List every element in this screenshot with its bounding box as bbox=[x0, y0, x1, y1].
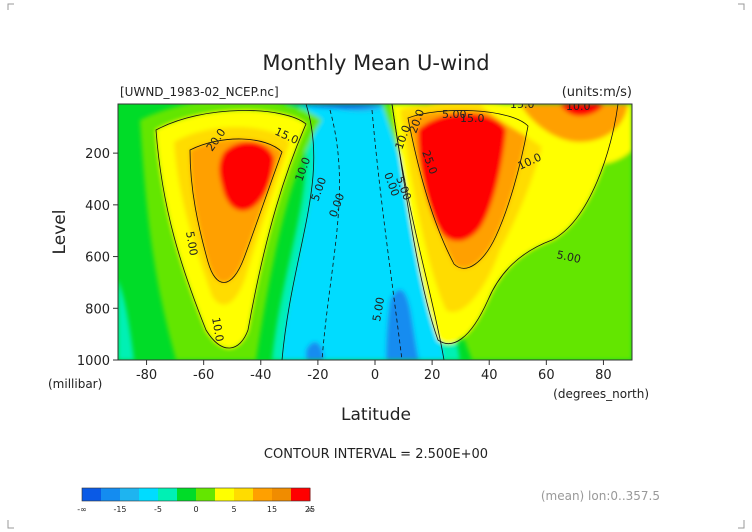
x-axis-units: (degrees_north) bbox=[553, 387, 649, 401]
contour-label: 5.00 bbox=[370, 296, 387, 322]
contour-label: 15.0 bbox=[460, 112, 485, 125]
units-label: (units:m/s) bbox=[562, 85, 632, 100]
contour-label: 10.0 bbox=[209, 316, 226, 342]
contour-line-neg-dash-a bbox=[321, 109, 340, 360]
contour-label: 5.00 bbox=[183, 230, 200, 256]
contour-line-neg-dash-b bbox=[371, 109, 403, 360]
colorbar-tick-label: -5 bbox=[154, 505, 162, 514]
x-tick-label: 80 bbox=[595, 368, 612, 383]
x-tick-label: 40 bbox=[481, 368, 498, 383]
contour-line-nh-10 bbox=[391, 104, 619, 344]
footer-text: (mean) lon:0..357.5 bbox=[541, 489, 660, 503]
contour-band-sh-25 bbox=[219, 141, 274, 211]
colorbar-tick-label: -∞ bbox=[77, 505, 87, 514]
contour-band-nh-25 bbox=[418, 113, 506, 242]
corner-marks bbox=[7, 3, 745, 529]
y-tick-label: 1000 bbox=[77, 354, 110, 369]
y-axis: 200 400 600 800 1000 bbox=[77, 147, 118, 369]
y-tick-label: 800 bbox=[85, 302, 110, 317]
colorbar-tick-label: ∞ bbox=[307, 505, 314, 514]
colorbar-swatch bbox=[215, 488, 235, 501]
y-axis-label: Level bbox=[50, 210, 70, 255]
y-tick-label: 200 bbox=[85, 147, 110, 162]
x-tick-label: -20 bbox=[307, 368, 328, 383]
contour-label: 10.0 bbox=[566, 100, 591, 113]
contour-line-zero-nh bbox=[391, 104, 445, 360]
contour-line-nh-20 bbox=[407, 110, 529, 269]
dataset-label: [UWND_1983-02_NCEP.nc] bbox=[120, 85, 279, 99]
contour-line-zero-sh bbox=[281, 104, 315, 360]
contour-band-polar-20 bbox=[520, 104, 628, 142]
contour-band-neg-4 bbox=[306, 341, 324, 360]
x-axis: -80 -60 -40 -20 0 20 40 60 80 bbox=[136, 360, 612, 383]
contour-band-polar-25 bbox=[560, 104, 604, 116]
x-axis-label: Latitude bbox=[341, 405, 411, 425]
colorbar-tick-label: 0 bbox=[193, 505, 198, 514]
colorbar-swatch bbox=[101, 488, 121, 501]
contour-line-sh-20 bbox=[189, 138, 283, 283]
colorbar-tick-label: 5 bbox=[231, 505, 236, 514]
colorbar-swatch bbox=[272, 488, 292, 501]
x-tick-label: 60 bbox=[538, 368, 555, 383]
colorbar: -∞ -15 -5 0 5 15 25∞ bbox=[77, 487, 315, 514]
y-tick-label: 600 bbox=[85, 251, 110, 266]
colorbar-swatch bbox=[177, 488, 197, 501]
contour-line-sh-10 bbox=[155, 110, 307, 349]
chart-title: Monthly Mean U-wind bbox=[262, 51, 489, 75]
contour-lines bbox=[155, 104, 619, 360]
colorbar-frame bbox=[81, 487, 311, 502]
colorbar-swatch bbox=[139, 488, 159, 501]
plot-area: 20.0 15.0 10.0 5.00 0.00 5.00 10.0 0.00 … bbox=[118, 98, 632, 360]
x-tick-label: -80 bbox=[136, 368, 157, 383]
contour-label: 15.0 bbox=[510, 98, 535, 111]
contour-band-neg-6 bbox=[118, 280, 134, 360]
colorbar-swatch bbox=[158, 488, 178, 501]
contour-band-neg-3 bbox=[386, 289, 420, 360]
colorbar-tick-label: 25 bbox=[305, 505, 315, 514]
contour-label: 5.00 bbox=[555, 248, 582, 266]
y-tick-label: 400 bbox=[85, 199, 110, 214]
contour-label: 5.00 bbox=[442, 108, 467, 121]
colorbar-tick-label: -15 bbox=[113, 505, 126, 514]
contour-band-neg-5 bbox=[286, 104, 384, 109]
colorbar-swatch bbox=[120, 488, 140, 501]
colorbar-tick-label: 15 bbox=[267, 505, 277, 514]
colorbar-swatch bbox=[82, 488, 102, 501]
contour-interval-text: CONTOUR INTERVAL = 2.500E+00 bbox=[264, 447, 488, 462]
colorbar-swatch bbox=[234, 488, 254, 501]
colorbar-swatch bbox=[196, 488, 216, 501]
x-tick-label: 20 bbox=[424, 368, 441, 383]
colorbar-swatch bbox=[291, 488, 311, 501]
x-tick-label: 0 bbox=[371, 368, 379, 383]
y-axis-units: (millibar) bbox=[48, 377, 102, 391]
colorbar-swatch bbox=[253, 488, 273, 501]
x-tick-label: -40 bbox=[250, 368, 271, 383]
x-tick-label: -60 bbox=[193, 368, 214, 383]
